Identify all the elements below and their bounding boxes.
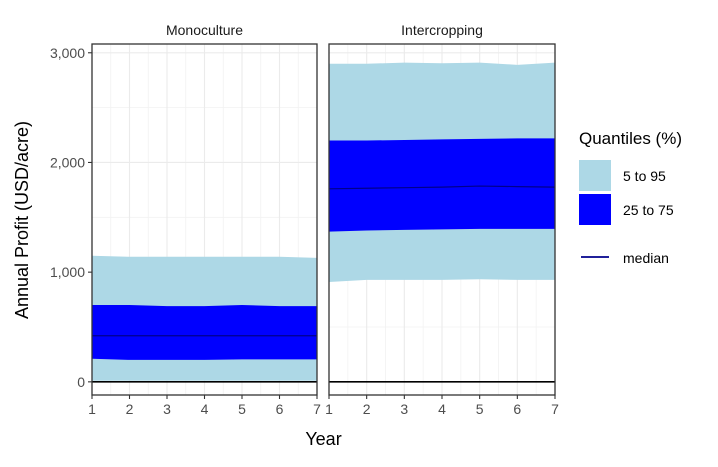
panel-intercropping: Intercropping 1 2 3 4 5 6 7 <box>325 22 559 417</box>
x-tick-label: 5 <box>476 401 484 417</box>
y-axis-title: Annual Profit (USD/acre) <box>12 121 32 319</box>
x-tick-label: 3 <box>163 401 171 417</box>
x-tick-label: 7 <box>551 401 559 417</box>
legend-title: Quantiles (%) <box>579 129 682 148</box>
panel-title: Monoculture <box>166 22 243 38</box>
y-tick-label: 2,000 <box>50 154 85 170</box>
legend: Quantiles (%) 5 to 95 25 to 75 median <box>579 129 682 266</box>
panel-monoculture: Monoculture 1 2 3 4 5 6 7 <box>88 22 321 417</box>
legend-label: median <box>623 250 669 266</box>
y-axis: 0 1,000 2,000 3,000 <box>50 45 92 390</box>
panel-title: Intercropping <box>401 22 483 38</box>
x-tick-label: 6 <box>513 401 521 417</box>
x-tick-label: 7 <box>313 401 321 417</box>
band-25-75 <box>329 138 555 232</box>
legend-label: 5 to 95 <box>623 168 666 184</box>
y-tick-label: 0 <box>77 374 85 390</box>
legend-label: 25 to 75 <box>623 202 674 218</box>
band-25-75 <box>92 305 317 360</box>
median-line <box>328 185 556 190</box>
x-axis-title: Year <box>305 429 341 449</box>
x-tick-label: 2 <box>126 401 134 417</box>
x-tick-label: 4 <box>438 401 446 417</box>
x-tick-label: 1 <box>325 401 333 417</box>
x-tick-label: 3 <box>400 401 408 417</box>
x-tick-label: 5 <box>238 401 246 417</box>
x-tick-label: 6 <box>276 401 284 417</box>
legend-key-5-to-95 <box>579 160 611 191</box>
x-tick-label: 2 <box>363 401 371 417</box>
x-tick-label: 4 <box>201 401 209 417</box>
x-tick-label: 1 <box>88 401 96 417</box>
legend-key-25-to-75 <box>579 194 611 225</box>
y-tick-label: 3,000 <box>50 45 85 61</box>
y-tick-label: 1,000 <box>50 264 85 280</box>
